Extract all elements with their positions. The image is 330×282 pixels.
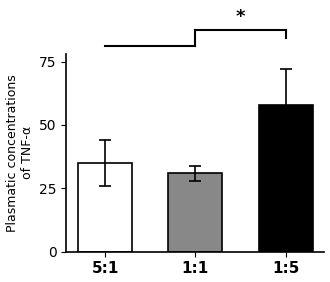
Text: *: * <box>236 8 245 26</box>
Bar <box>168 173 222 252</box>
Bar <box>259 105 313 252</box>
Y-axis label: Plasmatic concentrations
of TNF-α: Plasmatic concentrations of TNF-α <box>6 74 34 232</box>
Bar <box>78 163 132 252</box>
